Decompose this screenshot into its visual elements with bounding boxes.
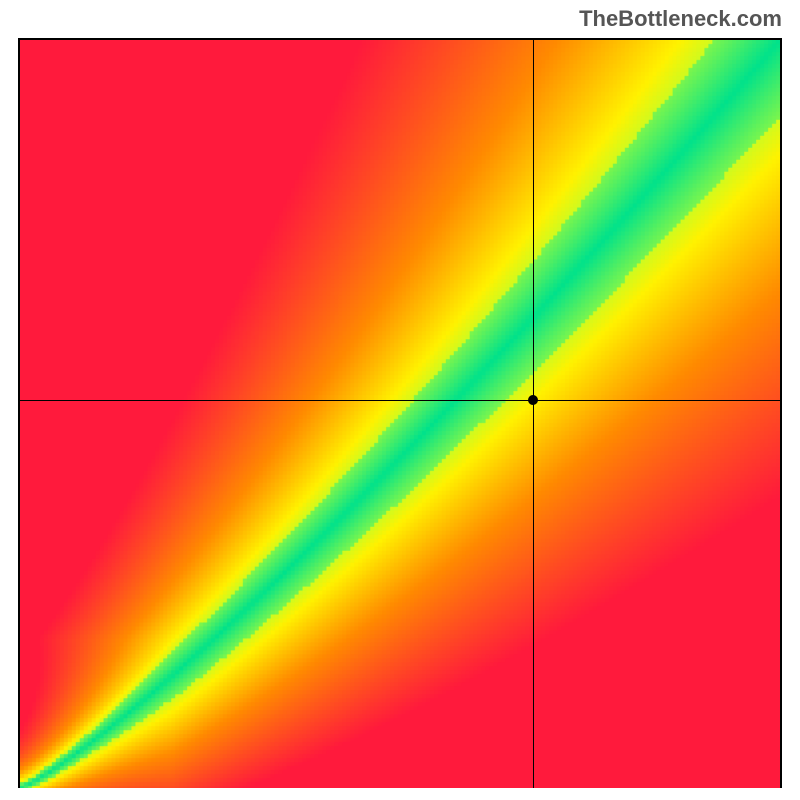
crosshair-vertical xyxy=(533,40,534,788)
bottleneck-heatmap-container xyxy=(18,38,782,788)
crosshair-marker xyxy=(528,395,538,405)
crosshair-horizontal xyxy=(20,400,780,401)
bottleneck-heatmap-canvas xyxy=(20,40,780,788)
watermark-text: TheBottleneck.com xyxy=(579,6,782,32)
